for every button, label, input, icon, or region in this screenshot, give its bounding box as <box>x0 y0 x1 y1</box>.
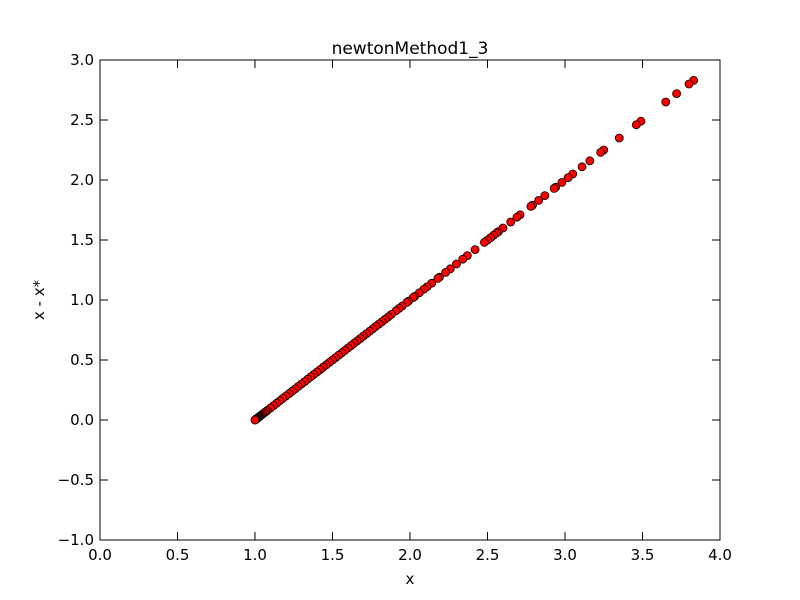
y-tick-label: −1.0 <box>58 531 94 549</box>
data-point <box>512 212 522 222</box>
data-points <box>250 76 699 425</box>
y-tick-label: 2.5 <box>70 111 94 129</box>
x-tick-label: 0.5 <box>166 546 190 564</box>
data-point <box>596 147 606 157</box>
data-point <box>470 245 480 255</box>
data-point <box>672 89 681 98</box>
y-axis-label: x - x* <box>30 279 48 320</box>
y-tick-label: −0.5 <box>58 471 94 489</box>
y-tick-label: 3.0 <box>70 51 94 69</box>
chart-title: newtonMethod1_3 <box>332 39 489 59</box>
data-point <box>506 217 516 227</box>
plot-frame <box>99 59 721 541</box>
data-point <box>563 173 573 183</box>
data-point <box>441 267 451 277</box>
y-tick-label: 1.0 <box>70 291 94 309</box>
data-point <box>452 259 461 269</box>
data-point <box>540 191 550 201</box>
data-point <box>585 156 595 166</box>
x-tick-label: 3.0 <box>553 546 577 564</box>
data-point <box>458 254 468 264</box>
data-point <box>549 183 559 193</box>
data-point <box>526 201 536 211</box>
y-tick-label: 0.5 <box>70 351 94 369</box>
y-tick-label: 0.0 <box>70 411 94 429</box>
data-point <box>479 237 489 247</box>
x-axis-ticks: 0.0 0.5 1.0 1.5 2.0 2.5 3.0 3.5 4.0 <box>88 60 732 564</box>
x-tick-label: 3.5 <box>631 546 655 564</box>
x-tick-label: 1.0 <box>243 546 267 564</box>
y-tick-label: 1.5 <box>70 231 94 249</box>
data-point <box>433 273 443 283</box>
data-point <box>577 162 587 172</box>
x-tick-label: 4.0 <box>708 546 732 564</box>
x-tick-label: 1.5 <box>321 546 345 564</box>
data-point <box>631 120 641 130</box>
data-point <box>534 195 544 205</box>
x-tick-label: 2.5 <box>476 546 500 564</box>
data-point <box>684 79 694 89</box>
x-tick-label: 2.0 <box>398 546 422 564</box>
y-tick-label: 2.0 <box>70 171 94 189</box>
data-point <box>557 177 567 187</box>
data-point <box>250 415 260 425</box>
x-tick-label: 0.0 <box>88 546 112 564</box>
data-point <box>661 97 671 107</box>
x-axis-label: x <box>406 570 415 588</box>
data-point <box>614 133 624 143</box>
y-axis-ticks: −1.0 −0.5 0.0 0.5 1.0 1.5 2.0 2.5 3.0 <box>58 51 720 549</box>
